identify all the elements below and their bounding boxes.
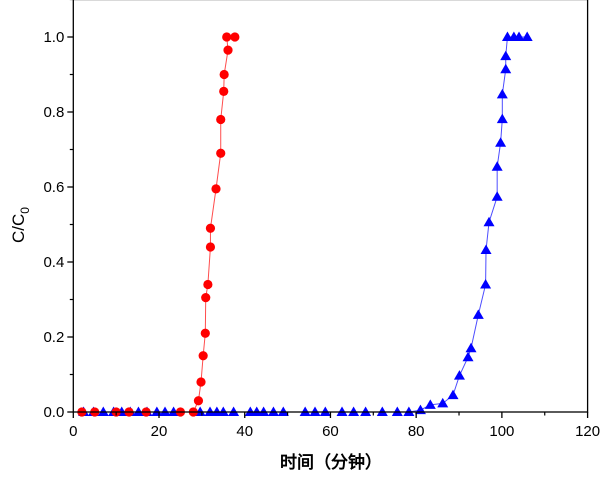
data-point-circle bbox=[216, 114, 226, 125]
data-point-triangle bbox=[462, 351, 474, 362]
data-point-triangle bbox=[360, 406, 372, 416]
data-point-triangle bbox=[267, 406, 279, 416]
data-point-triangle bbox=[228, 406, 240, 416]
data-point-triangle bbox=[97, 406, 109, 416]
data-point-triangle bbox=[391, 406, 403, 416]
data-point-triangle bbox=[521, 31, 533, 41]
data-point-triangle bbox=[480, 244, 492, 254]
data-point-triangle bbox=[299, 406, 311, 416]
data-point-triangle bbox=[495, 137, 507, 147]
data-point-triangle bbox=[424, 399, 436, 409]
data-point-triangle bbox=[483, 216, 495, 227]
data-point-triangle bbox=[491, 191, 503, 201]
data-point-triangle bbox=[500, 63, 512, 74]
data-point-triangle bbox=[258, 406, 270, 416]
data-point-triangle bbox=[277, 406, 289, 416]
data-point-circle bbox=[200, 328, 210, 338]
data-point-circle bbox=[230, 32, 240, 42]
data-point-triangle bbox=[500, 50, 512, 61]
data-point-circle bbox=[222, 32, 232, 42]
y-axis-label: C/C0 bbox=[9, 207, 32, 243]
data-point-triangle bbox=[336, 406, 348, 416]
data-point-circle bbox=[211, 184, 221, 194]
x-tick-label: 60 bbox=[322, 423, 339, 440]
y-tick-label: 0.6 bbox=[43, 179, 64, 196]
data-point-triangle bbox=[513, 31, 525, 41]
data-point-triangle bbox=[496, 113, 508, 124]
data-point-triangle bbox=[309, 406, 321, 416]
series-layer bbox=[77, 31, 533, 417]
data-point-triangle bbox=[217, 406, 229, 416]
data-point-triangle bbox=[453, 370, 465, 380]
series-line bbox=[83, 36, 528, 413]
data-point-circle bbox=[219, 86, 229, 96]
x-tick-label: 120 bbox=[575, 423, 600, 440]
series-0 bbox=[77, 32, 240, 417]
x-tick-label: 80 bbox=[408, 423, 425, 440]
data-point-circle bbox=[193, 396, 204, 406]
data-point-triangle bbox=[496, 88, 508, 99]
y-axis-label-subscript: 0 bbox=[18, 207, 32, 214]
y-tick-label: 0.4 bbox=[43, 254, 64, 271]
series-1 bbox=[78, 31, 533, 416]
data-point-circle bbox=[201, 293, 211, 303]
axes: 0 20 40 60 80 100 120 0.0 0.2 0.4 0.6 0.8 1.0 bbox=[43, 0, 600, 440]
data-point-triangle bbox=[132, 406, 144, 416]
data-point-triangle bbox=[465, 342, 477, 353]
data-point-triangle bbox=[403, 406, 415, 416]
data-point-triangle bbox=[437, 397, 449, 408]
x-tick-label: 20 bbox=[151, 423, 168, 440]
data-point-circle bbox=[198, 351, 208, 361]
data-point-triangle bbox=[159, 406, 171, 416]
x-tick-label: 40 bbox=[236, 423, 253, 440]
data-point-triangle bbox=[348, 406, 360, 416]
y-tick-label: 0.8 bbox=[43, 104, 64, 121]
plot-frame bbox=[72, 0, 589, 413]
data-point-circle bbox=[205, 223, 216, 233]
data-point-triangle bbox=[447, 389, 459, 400]
data-point-triangle bbox=[319, 406, 331, 416]
data-point-triangle bbox=[480, 279, 492, 289]
data-point-circle bbox=[219, 69, 229, 80]
data-point-circle bbox=[196, 377, 206, 387]
data-point-circle bbox=[216, 148, 226, 158]
y-tick-label: 0.0 bbox=[43, 404, 64, 421]
data-point-triangle bbox=[491, 161, 503, 171]
data-point-circle bbox=[203, 279, 213, 290]
y-tick-label: 1.0 bbox=[43, 29, 64, 46]
x-tick-label: 0 bbox=[69, 423, 77, 440]
data-point-triangle bbox=[376, 406, 388, 416]
data-point-triangle bbox=[472, 309, 484, 319]
y-tick-label: 0.2 bbox=[43, 329, 64, 346]
x-axis-label: 时间（分钟） bbox=[280, 452, 382, 472]
x-tick-label: 100 bbox=[489, 423, 514, 440]
data-point-circle bbox=[223, 45, 233, 55]
data-point-circle bbox=[205, 242, 216, 252]
